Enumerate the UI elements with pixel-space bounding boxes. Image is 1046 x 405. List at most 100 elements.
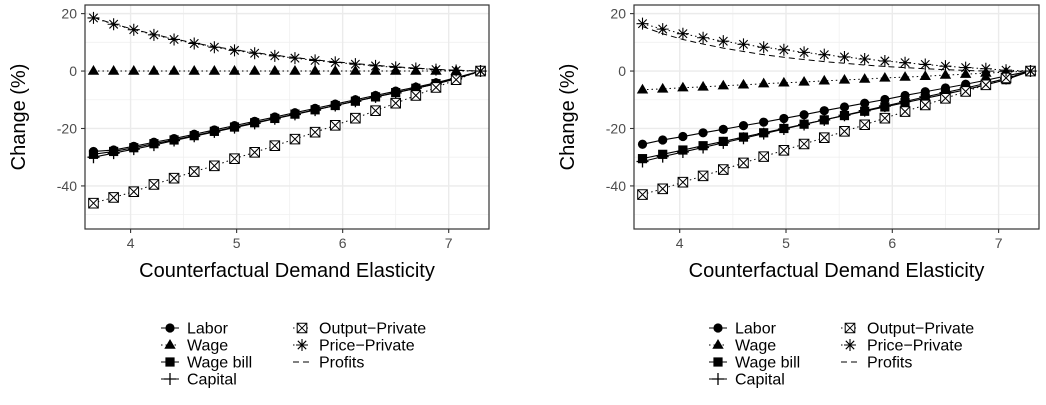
point-labor: [658, 135, 668, 145]
point-wage: [248, 65, 261, 75]
point-output-private: [798, 138, 810, 150]
point-labor: [698, 128, 708, 138]
point-capital: [168, 134, 181, 147]
point-price-private: [676, 27, 689, 40]
x-tick-label: 5: [233, 235, 241, 251]
point-capital: [757, 127, 770, 140]
x-tick-label: 4: [676, 235, 684, 251]
point-wage: [269, 65, 281, 75]
point-labor: [860, 98, 870, 108]
point-labor: [799, 110, 809, 120]
point-labor: [779, 113, 789, 124]
point-price-private: [87, 11, 100, 24]
point-price-private: [389, 61, 402, 74]
legend-key-marker: [164, 339, 176, 349]
point-output-private: [108, 192, 119, 203]
point-price-private: [1024, 65, 1037, 78]
point-output-private: [859, 119, 870, 131]
point-capital: [248, 117, 261, 130]
legend-key-marker: [713, 323, 723, 333]
point-output-private: [188, 166, 200, 177]
point-output-private: [410, 90, 422, 101]
axes: 4 5 6 7 20 0 -20 -40: [57, 6, 453, 251]
point-wage: [228, 65, 241, 75]
point-capital: [188, 130, 201, 143]
point-capital: [228, 121, 241, 134]
legend-item: Wage bill: [161, 355, 252, 372]
point-capital: [838, 109, 851, 122]
point-labor: [738, 121, 749, 131]
point-price-private: [959, 61, 972, 74]
point-labor: [718, 124, 728, 134]
point-labor: [819, 106, 829, 116]
point-output-private: [1000, 72, 1012, 84]
point-capital: [107, 147, 120, 160]
point-price-private: [268, 49, 281, 62]
point-output-private: [697, 170, 709, 182]
legend-item: Output−Private: [841, 321, 974, 338]
point-capital: [329, 99, 342, 112]
x-tick-label: 5: [782, 235, 790, 251]
legend-item: Labor: [161, 321, 229, 338]
legend-label: Wage bill: [187, 355, 252, 372]
legend-item: Profits: [293, 355, 364, 372]
point-output-private: [148, 179, 160, 190]
legend-label: Capital: [187, 372, 237, 389]
point-output-private: [717, 164, 729, 175]
point-output-private: [209, 160, 220, 172]
point-wage: [717, 79, 729, 90]
point-price-private: [717, 35, 730, 48]
point-capital: [87, 151, 100, 164]
legend-label: Profits: [867, 355, 912, 372]
legend-key-marker: [712, 339, 724, 349]
legend-key-marker: [844, 322, 856, 334]
point-price-private: [288, 52, 301, 65]
point-price-private: [939, 60, 952, 73]
point-wage: [737, 78, 750, 89]
x-axis-title: Counterfactual Demand Elasticity: [689, 260, 985, 282]
point-price-private: [979, 62, 992, 75]
legend-key-marker: [296, 339, 308, 351]
legend-label: Labor: [187, 321, 229, 338]
legend-item: Capital: [709, 372, 785, 389]
axes: 4 5 6 7 20 0 -20 -40: [606, 6, 1003, 251]
point-wage: [818, 74, 830, 85]
point-capital: [737, 132, 750, 145]
point-output-private: [350, 112, 361, 124]
y-tick-label: -40: [57, 178, 77, 194]
point-labor: [839, 102, 850, 112]
point-capital: [899, 95, 912, 108]
point-wage: [87, 65, 100, 75]
point-capital: [349, 95, 362, 108]
point-price-private: [168, 33, 181, 46]
y-tick-label: 20: [610, 6, 626, 22]
legend-key-marker: [165, 357, 175, 367]
point-wage: [778, 76, 790, 87]
point-price-private: [858, 52, 871, 65]
point-capital: [208, 125, 221, 138]
legend-label: Wage: [187, 338, 228, 355]
point-output-private: [919, 99, 931, 111]
legend-key-marker: [164, 373, 176, 385]
point-wage: [289, 65, 301, 75]
point-price-private: [450, 64, 463, 77]
point-wage: [697, 80, 709, 91]
point-output-private: [370, 105, 381, 116]
point-price-private: [737, 38, 750, 51]
legend-label: Profits: [319, 355, 364, 372]
y-tick-label: -20: [57, 120, 77, 136]
point-price-private: [798, 46, 811, 59]
panel-border: [633, 4, 1040, 230]
point-capital: [676, 146, 689, 159]
legend-item: Wage bill: [709, 355, 800, 372]
point-wage: [329, 65, 341, 75]
point-wage: [879, 71, 891, 82]
point-wage: [148, 65, 160, 75]
y-axis-title: Change (%): [557, 64, 579, 171]
legend-label: Output−Private: [867, 321, 974, 338]
point-price-private: [309, 54, 322, 67]
point-labor: [759, 117, 769, 127]
point-price-private: [474, 65, 487, 78]
